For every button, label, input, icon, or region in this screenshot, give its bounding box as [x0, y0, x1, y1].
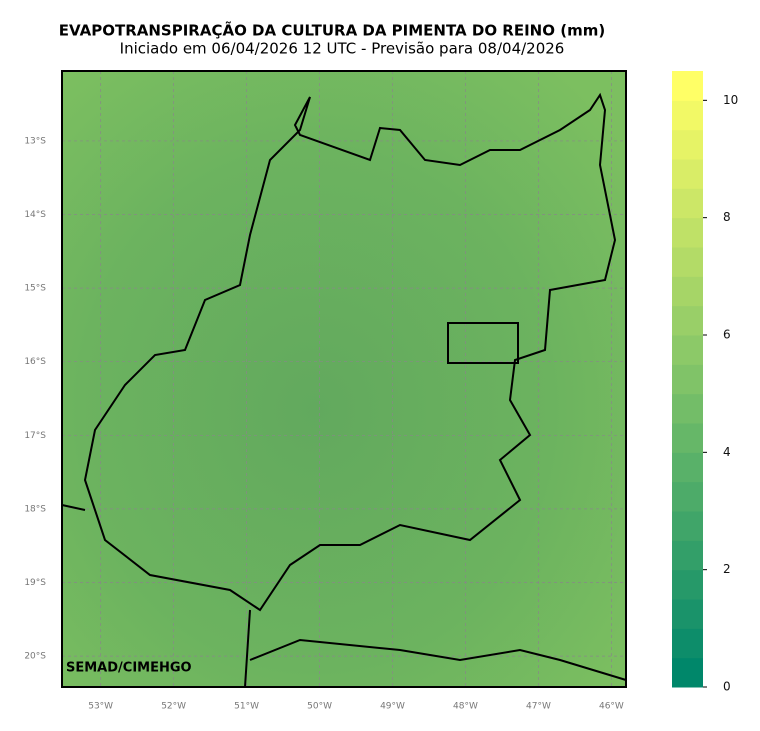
state-border — [83, 92, 617, 612]
y-tick-label: 20°S — [24, 652, 46, 662]
subtitle: Iniciado em 06/04/2026 12 UTC - Previsão… — [120, 40, 565, 58]
y-tick-label: 19°S — [24, 578, 46, 588]
colorbar-tick-label: 10 — [723, 93, 738, 107]
colorbar-band — [672, 247, 703, 277]
colorbar-band — [672, 159, 703, 189]
y-tick-label: 16°S — [24, 357, 46, 367]
colorbar-band — [672, 569, 703, 600]
colorbar-band — [672, 423, 703, 453]
y-tick-label: 15°S — [24, 284, 46, 294]
colorbar-band — [672, 540, 703, 571]
colorbar-band — [672, 188, 703, 219]
colorbar-tick-label: 8 — [723, 210, 731, 224]
x-tick-label: 47°W — [526, 702, 551, 712]
x-tick-label: 52°W — [161, 702, 186, 712]
x-tick-label: 49°W — [380, 702, 405, 712]
x-tick-label: 46°W — [599, 702, 624, 712]
colorbar-band — [672, 364, 703, 395]
colorbar: 0 2 4 6 8 10 — [672, 71, 738, 694]
y-tick-label: 18°S — [24, 504, 46, 514]
y-tick-label: 17°S — [24, 431, 46, 441]
colorbar-tick-label: 6 — [723, 328, 731, 342]
grid — [62, 71, 626, 687]
colorbar-band — [672, 628, 703, 659]
colorbar-band — [672, 217, 703, 248]
x-tick-label: 48°W — [453, 702, 478, 712]
colorbar-tick-label: 4 — [723, 445, 731, 459]
title: EVAPOTRANSPIRAÇÃO DA CULTURA DA PIMENTA … — [59, 21, 605, 40]
colorbar-band — [672, 276, 703, 307]
colorbar-tick-label: 2 — [723, 562, 731, 576]
map-frame — [61, 70, 627, 688]
y-tick-label: 13°S — [24, 136, 46, 146]
credit: SEMAD/CIMEHGO — [66, 661, 192, 676]
colorbar-band — [672, 511, 703, 541]
x-tick-label: 51°W — [234, 702, 259, 712]
colorbar-band — [672, 481, 703, 512]
x-tick-label: 50°W — [307, 702, 332, 712]
colorbar-tick-label: 0 — [723, 680, 731, 694]
colorbar-band — [672, 452, 703, 483]
colorbar-band — [672, 129, 703, 160]
x-tick-label: 53°W — [88, 702, 113, 712]
colorbar-band — [672, 599, 703, 629]
df-border — [447, 322, 519, 364]
colorbar-band — [672, 657, 703, 688]
y-tick-label: 14°S — [24, 210, 46, 220]
colorbar-band — [672, 100, 703, 131]
map-field — [62, 71, 626, 687]
neighbor-borders — [61, 504, 627, 688]
colorbar-band — [672, 305, 703, 336]
colorbar-band — [672, 335, 703, 365]
colorbar-band — [672, 71, 703, 101]
colorbar-band — [672, 393, 703, 424]
